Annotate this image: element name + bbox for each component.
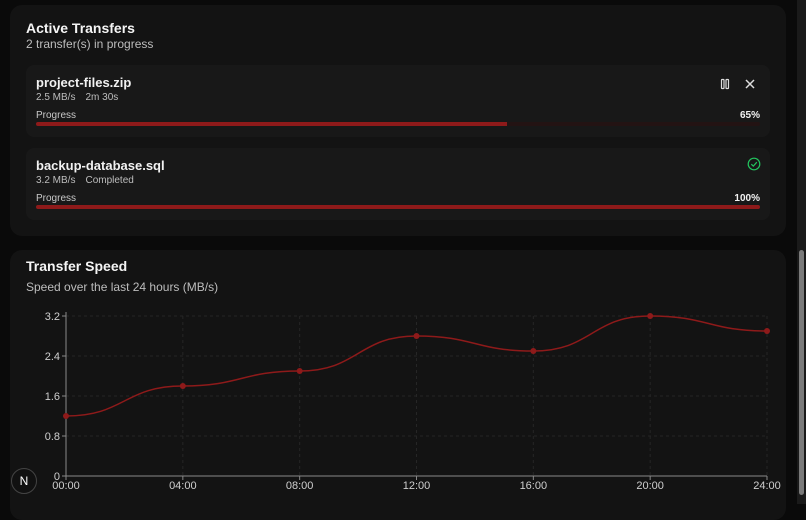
dev-badge[interactable]: N — [11, 468, 37, 494]
x-tick-label: 16:00 — [520, 480, 548, 492]
transfer-item: project-files.zip 2.5 MB/s 2m 30s Progres… — [26, 65, 770, 137]
progress-label: Progress — [36, 110, 77, 121]
chart-subtitle: Speed over the last 24 hours (MB/s) — [26, 280, 218, 294]
x-tick-label: 20:00 — [636, 480, 664, 492]
x-tick-label: 24:00 — [753, 480, 781, 492]
progress-value: 65% — [739, 110, 760, 121]
x-tick-label: 04:00 — [169, 480, 197, 492]
y-tick-label: 0.8 — [45, 431, 60, 443]
progress-value: 100% — [734, 193, 760, 204]
x-tick-label: 00:00 — [52, 480, 80, 492]
cancel-button[interactable] — [744, 78, 756, 90]
transfer-item: backup-database.sql 3.2 MB/s Completed Pr… — [26, 148, 770, 220]
point — [647, 313, 654, 319]
x-tick-label: 12:00 — [403, 480, 431, 492]
transfers-card: Active Transfers 2 transfer(s) in progre… — [10, 5, 786, 236]
point — [413, 333, 420, 339]
y-tick-label: 1.6 — [45, 391, 60, 403]
point — [530, 348, 537, 354]
file-name: backup-database.sql — [36, 158, 165, 173]
meta: 2.5 MB/s 2m 30s — [36, 92, 118, 103]
progress-bar — [36, 122, 507, 126]
meta: 3.2 MB/s Completed — [36, 175, 134, 186]
card-title: Active Transfers — [26, 20, 135, 36]
scrollbar[interactable] — [797, 0, 806, 504]
x-tick-label: 08:00 — [286, 480, 314, 492]
chart: Transfer Speed Speed over the last 24 ho… — [26, 258, 781, 492]
point — [764, 328, 770, 334]
point — [296, 368, 303, 374]
file-name: project-files.zip — [36, 75, 132, 90]
progress-label: Progress — [36, 193, 77, 204]
progress-track — [36, 122, 760, 126]
progress-bar — [36, 205, 760, 209]
scroll-thumb[interactable] — [799, 250, 804, 495]
body: {"transfers": {"title": "Active Transfer… — [10, 0, 806, 504]
speed: 2.5 MB/s — [36, 92, 76, 103]
eta: 2m 30s — [85, 92, 119, 103]
page: Transfers html, body { margin: 0; paddin… — [10, 0, 806, 504]
point — [63, 413, 69, 419]
card-subtitle: 2 transfer(s) in progress — [26, 37, 154, 51]
y-tick-label: 3.2 — [45, 311, 60, 323]
progress-track — [36, 205, 760, 209]
status: Completed — [85, 175, 134, 186]
chart-title: Transfer Speed — [26, 258, 127, 274]
y-tick-label: 2.4 — [45, 351, 60, 363]
chart-card: Transfer Speed Speed over the last 24 ho… — [10, 250, 786, 520]
point — [179, 383, 186, 389]
y-tick-label: 0 — [54, 471, 60, 483]
pause-button[interactable] — [719, 78, 731, 90]
complete-icon — [747, 157, 761, 171]
speed: 3.2 MB/s — [36, 175, 76, 186]
